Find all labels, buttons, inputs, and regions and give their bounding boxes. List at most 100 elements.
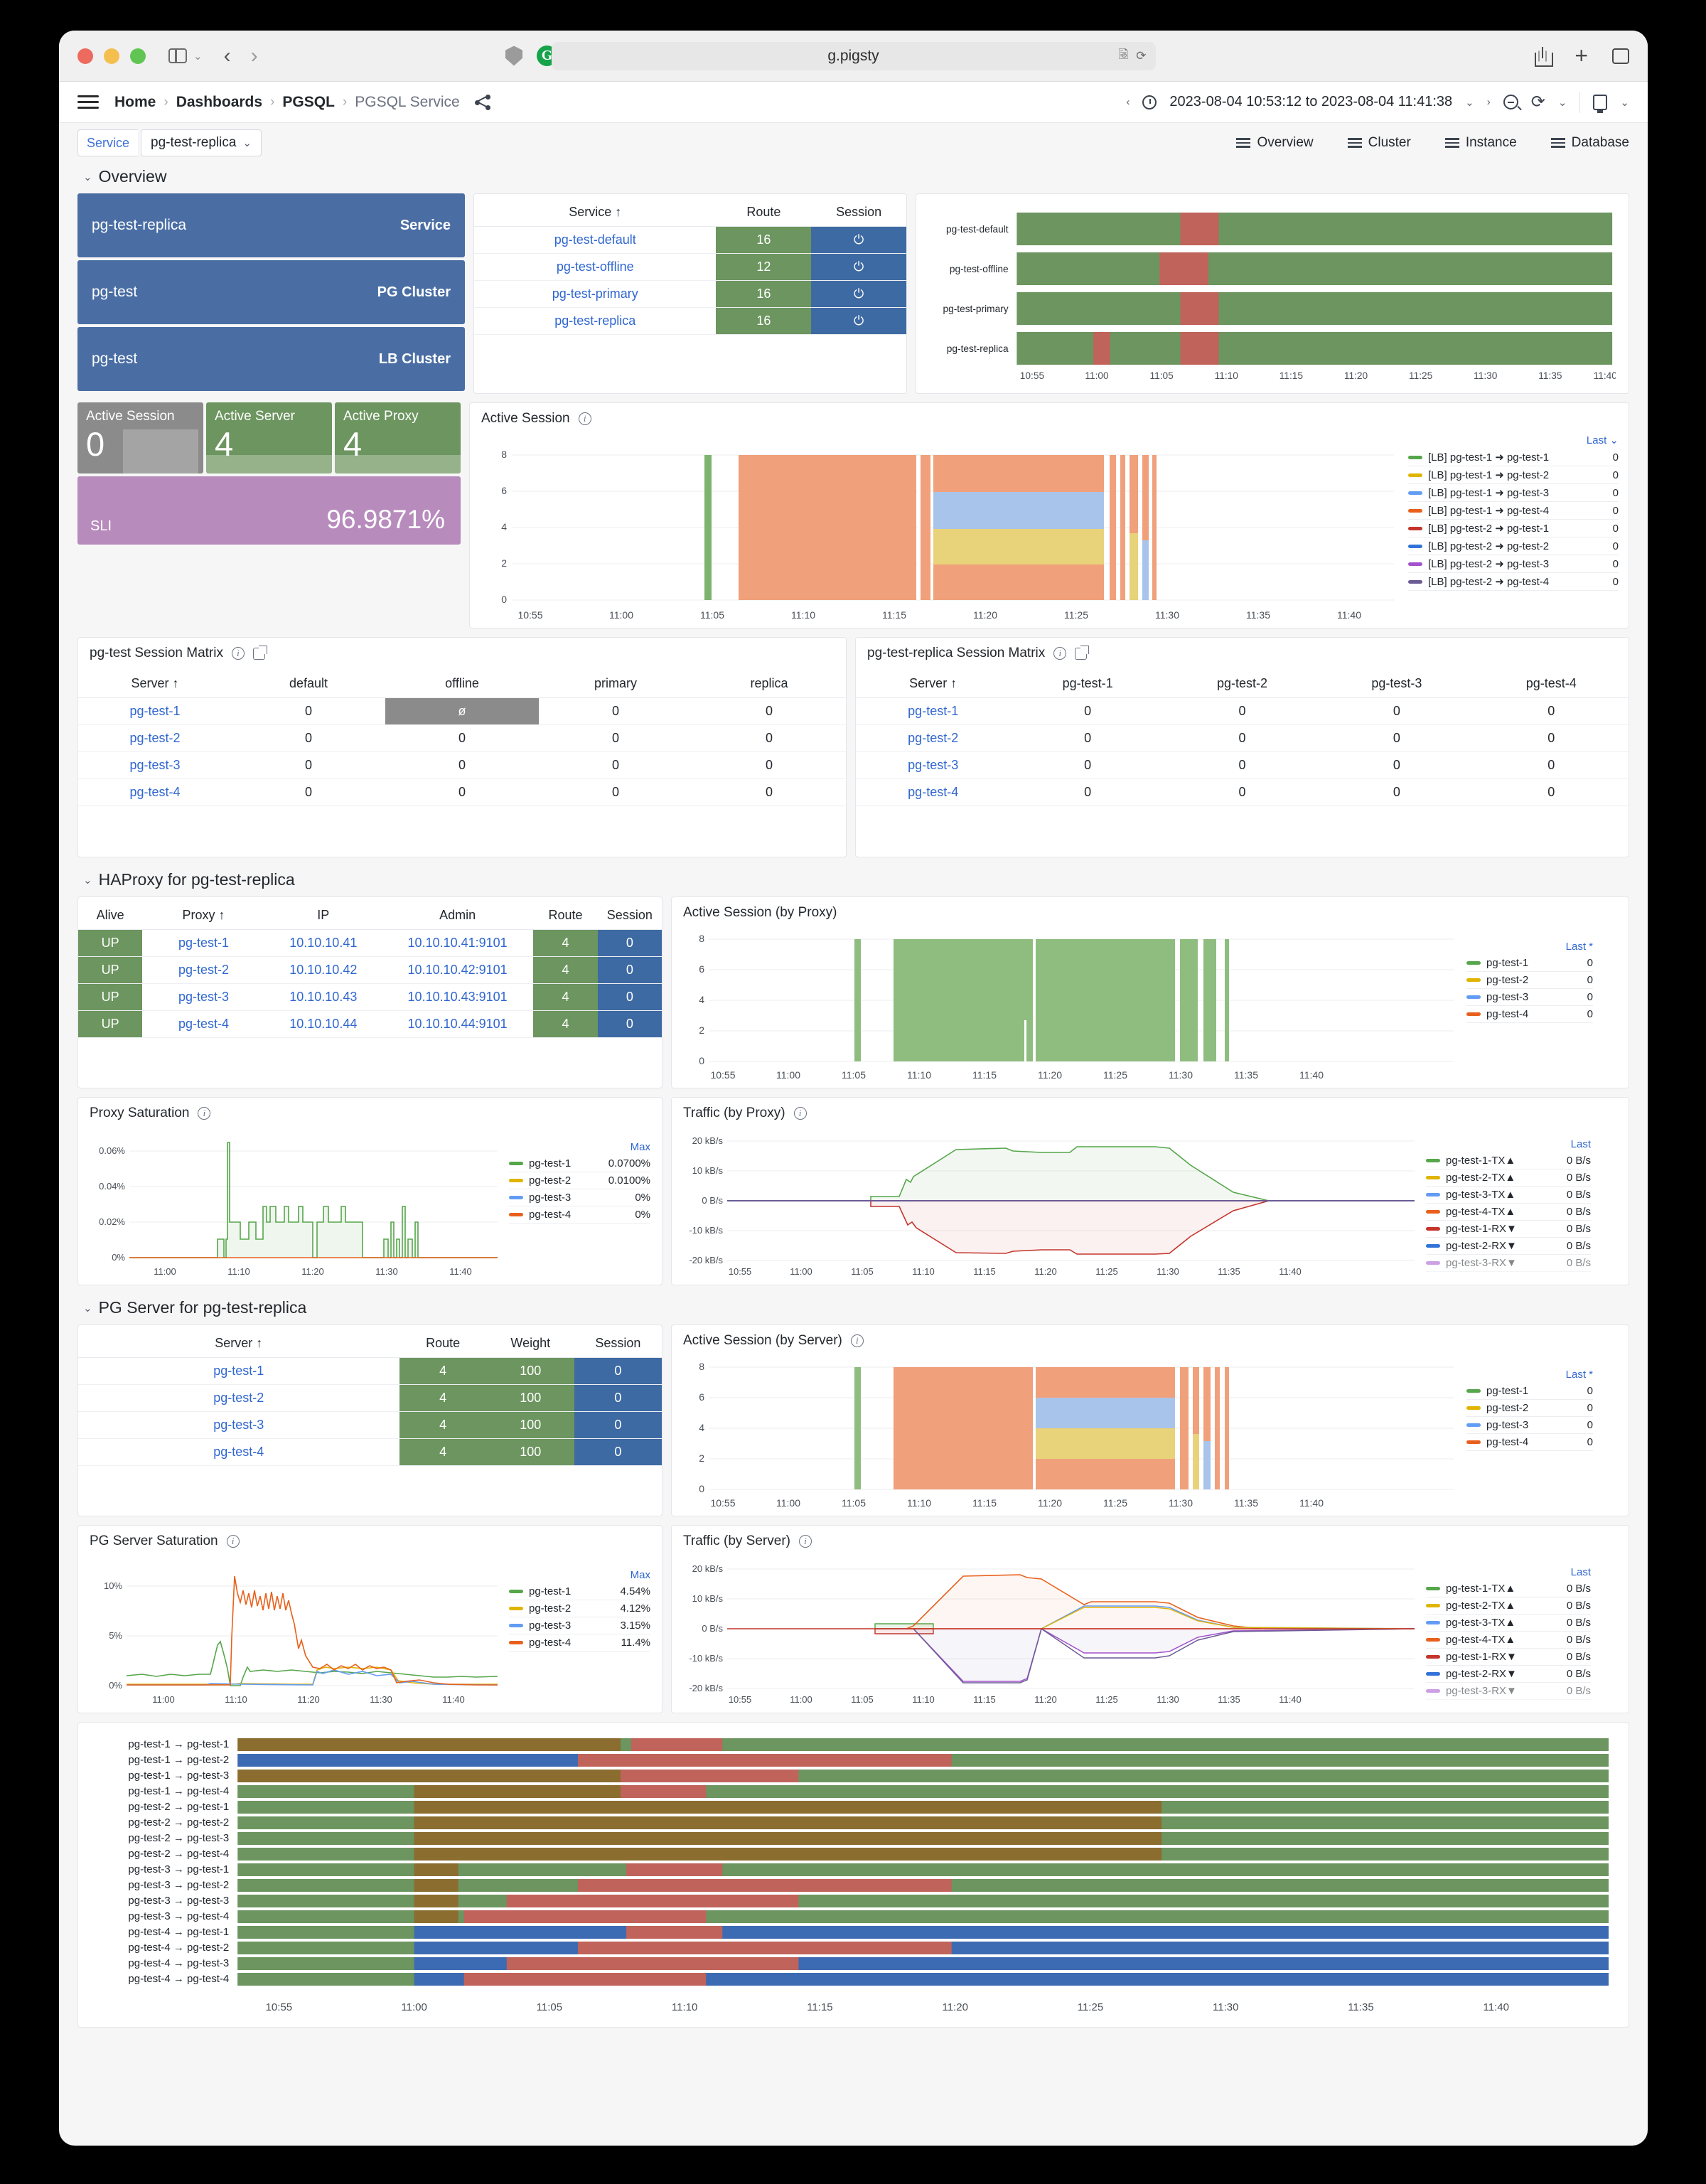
- legend-header[interactable]: Last *: [1565, 1369, 1593, 1381]
- cell-server[interactable]: pg-test-1: [78, 697, 232, 725]
- legend-item[interactable]: pg-test-3-TX▲ 0 B/s: [1426, 1615, 1591, 1632]
- cell-ip[interactable]: 10.10.10.44: [264, 1010, 382, 1038]
- kpi-active-session[interactable]: Active Session 0: [77, 402, 203, 473]
- cell-server[interactable]: pg-test-3: [78, 1411, 399, 1439]
- cell-server[interactable]: pg-test-2: [78, 1384, 399, 1412]
- legend-header[interactable]: Max: [630, 1141, 650, 1153]
- breadcrumb-dashboards[interactable]: Dashboards: [176, 93, 263, 110]
- time-range-picker[interactable]: 2023-08-04 10:53:12 to 2023-08-04 11:41:…: [1169, 94, 1453, 109]
- legend-item[interactable]: pg-test-1 4.54%: [509, 1583, 650, 1600]
- th-route[interactable]: Route: [533, 901, 598, 930]
- cell-service[interactable]: pg-test-replica: [474, 307, 717, 335]
- legend-item[interactable]: [LB] pg-test-1 ➜ pg-test-4 0: [1408, 502, 1619, 520]
- legend-item[interactable]: pg-test-2-TX▲ 0 B/s: [1426, 1169, 1591, 1187]
- external-link-icon[interactable]: [252, 645, 267, 660]
- cell-admin[interactable]: 10.10.10.42:9101: [381, 956, 534, 984]
- table-row[interactable]: pg-test-1 4 100 0: [78, 1357, 662, 1385]
- zoom-out-icon[interactable]: [1503, 95, 1518, 109]
- legend-item[interactable]: pg-test-1-TX▲ 0 B/s: [1426, 1152, 1591, 1169]
- time-next-button[interactable]: ›: [1486, 96, 1491, 108]
- stat-pg-cluster[interactable]: pg-test PG Cluster: [77, 260, 465, 324]
- table-row[interactable]: pg-test-2 0 0 0 0: [856, 724, 1629, 752]
- dashboard-link-database[interactable]: Database: [1550, 135, 1629, 151]
- stat-lb-cluster[interactable]: pg-test LB Cluster: [77, 327, 465, 391]
- cell-proxy[interactable]: pg-test-2: [142, 956, 265, 984]
- cell-proxy[interactable]: pg-test-4: [142, 1010, 265, 1038]
- th-server[interactable]: Server ↑: [78, 670, 232, 698]
- external-link-icon[interactable]: [1075, 645, 1090, 660]
- table-row[interactable]: UP pg-test-4 10.10.10.44 10.10.10.44:910…: [78, 1010, 662, 1038]
- th-pg-test-2[interactable]: pg-test-2: [1164, 670, 1320, 698]
- legend-item[interactable]: pg-test-3 3.15%: [509, 1617, 650, 1634]
- dashboard-link-instance[interactable]: Instance: [1444, 135, 1517, 151]
- info-icon[interactable]: i: [798, 1535, 812, 1548]
- legend-item[interactable]: [LB] pg-test-2 ➜ pg-test-4 0: [1408, 573, 1619, 591]
- th-proxy[interactable]: Proxy ↑: [142, 901, 265, 930]
- th-primary[interactable]: primary: [539, 670, 692, 698]
- table-row[interactable]: pg-test-1 0 0 0 0: [856, 697, 1629, 725]
- kpi-active-proxy[interactable]: Active Proxy 4: [335, 402, 461, 473]
- section-header-overview[interactable]: ⌄ Overview: [59, 163, 1648, 193]
- legend-item[interactable]: pg-test-3 0: [1466, 989, 1593, 1006]
- maximize-window-button[interactable]: [130, 48, 146, 64]
- new-tab-icon[interactable]: +: [1574, 43, 1588, 68]
- legend-header[interactable]: Max: [630, 1569, 650, 1581]
- table-row[interactable]: pg-test-3 0 0 0 0: [856, 751, 1629, 779]
- cell-proxy[interactable]: pg-test-1: [142, 929, 265, 957]
- forward-arrow-icon[interactable]: ›: [250, 43, 258, 68]
- table-row[interactable]: pg-test-primary 16 ⏻: [474, 280, 906, 308]
- info-icon[interactable]: i: [226, 1535, 240, 1548]
- dashboard-link-cluster[interactable]: Cluster: [1347, 135, 1411, 151]
- legend-item[interactable]: pg-test-2 4.12%: [509, 1600, 650, 1617]
- table-row[interactable]: pg-test-replica 16 ⏻: [474, 307, 906, 335]
- table-row[interactable]: pg-test-3 4 100 0: [78, 1411, 662, 1439]
- th-pg-test-3[interactable]: pg-test-3: [1319, 670, 1474, 698]
- cell-server[interactable]: pg-test-4: [78, 778, 232, 806]
- th-admin[interactable]: Admin: [381, 901, 534, 930]
- tabs-icon[interactable]: [1609, 46, 1629, 64]
- legend-header[interactable]: Last *: [1565, 941, 1593, 953]
- info-icon[interactable]: i: [198, 1107, 211, 1120]
- refresh-icon[interactable]: ⟳: [1530, 92, 1545, 112]
- legend-item[interactable]: pg-test-2 0.0100%: [509, 1172, 650, 1189]
- menu-icon[interactable]: [77, 95, 99, 109]
- refresh-interval-chevron-icon[interactable]: ⌄: [1557, 96, 1567, 109]
- cell-service[interactable]: pg-test-primary: [474, 280, 717, 308]
- legend-item[interactable]: pg-test-4 0%: [509, 1206, 650, 1224]
- table-row[interactable]: UP pg-test-3 10.10.10.43 10.10.10.43:910…: [78, 983, 662, 1011]
- minimize-window-button[interactable]: [104, 48, 119, 64]
- cell-service[interactable]: pg-test-offline: [474, 253, 717, 281]
- th-pg-test-4[interactable]: pg-test-4: [1474, 670, 1629, 698]
- info-icon[interactable]: i: [231, 647, 245, 660]
- th-route[interactable]: Route: [716, 198, 812, 227]
- info-icon[interactable]: i: [1053, 647, 1067, 660]
- table-row[interactable]: pg-test-4 0 0 0 0: [856, 778, 1629, 806]
- service-variable-select[interactable]: pg-test-replica ⌄: [141, 129, 262, 156]
- legend-item[interactable]: pg-test-3-TX▲ 0 B/s: [1426, 1187, 1591, 1204]
- th-server[interactable]: Server ↑: [78, 1329, 399, 1358]
- info-icon[interactable]: i: [578, 412, 591, 425]
- legend-item[interactable]: pg-test-4-TX▲ 0 B/s: [1426, 1632, 1591, 1649]
- legend-item[interactable]: pg-test-3-RX▼ 0 B/s: [1426, 1255, 1591, 1272]
- info-icon[interactable]: i: [793, 1107, 807, 1120]
- table-row[interactable]: pg-test-1 0 ø 0 0: [78, 697, 846, 725]
- translate-icon[interactable]: 🗟: [1118, 48, 1129, 61]
- th-session[interactable]: Session: [597, 901, 662, 930]
- legend-item[interactable]: [LB] pg-test-1 ➜ pg-test-3 0: [1408, 484, 1619, 502]
- cell-server[interactable]: pg-test-2: [78, 724, 232, 752]
- legend-item[interactable]: pg-test-4-TX▲ 0 B/s: [1426, 1204, 1591, 1221]
- cell-admin[interactable]: 10.10.10.44:9101: [381, 1010, 534, 1038]
- legend-item[interactable]: [LB] pg-test-2 ➜ pg-test-1 0: [1408, 520, 1619, 537]
- th-session[interactable]: Session: [811, 198, 906, 227]
- legend-header[interactable]: Last: [1570, 1566, 1591, 1578]
- breadcrumb-pgsql[interactable]: PGSQL: [282, 93, 335, 110]
- cell-server[interactable]: pg-test-4: [856, 778, 1011, 806]
- shield-icon[interactable]: [505, 46, 522, 66]
- legend-item[interactable]: pg-test-4 0: [1466, 1434, 1593, 1451]
- legend-item[interactable]: pg-test-1 0.0700%: [509, 1155, 650, 1172]
- legend-item[interactable]: [LB] pg-test-1 ➜ pg-test-1 0: [1408, 449, 1619, 466]
- legend-item[interactable]: pg-test-3 0%: [509, 1189, 650, 1206]
- legend-item[interactable]: pg-test-1 0: [1466, 955, 1593, 972]
- cell-service[interactable]: pg-test-default: [474, 226, 717, 254]
- section-header-haproxy[interactable]: ⌄ HAProxy for pg-test-replica: [59, 866, 1648, 896]
